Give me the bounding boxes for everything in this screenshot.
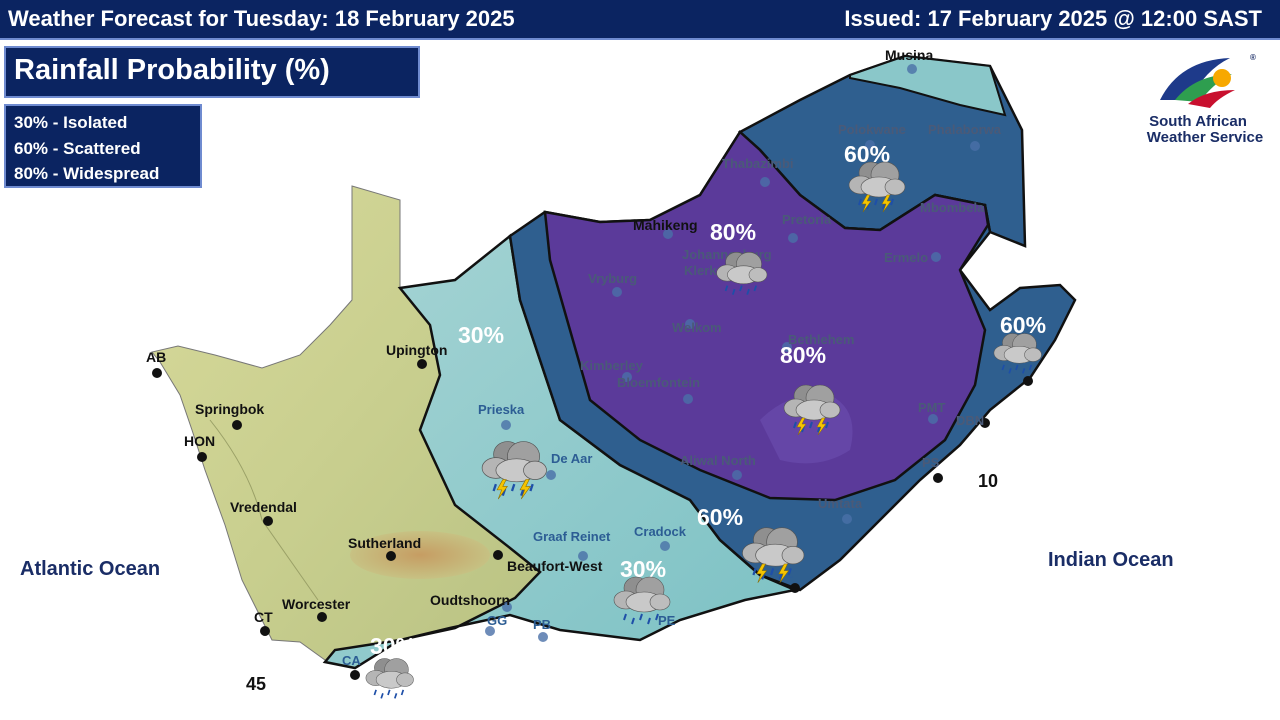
pct-south-coast: 30% xyxy=(370,633,416,659)
pct-free-state: 80% xyxy=(780,342,826,368)
logo-line1: South African xyxy=(1149,113,1247,130)
town-bethlehem: Bethlehem xyxy=(788,332,854,347)
town-pmt: PMT xyxy=(918,400,946,415)
forecast-title: Weather Forecast for Tuesday: 18 Februar… xyxy=(8,6,515,31)
karoo-highland xyxy=(350,531,490,579)
town-oudtshoorn: Oudtshoorn xyxy=(430,592,510,608)
town-ca: CA xyxy=(342,653,361,668)
town-mahikeng: Mahikeng xyxy=(633,217,698,233)
town-de-aar: De Aar xyxy=(551,451,592,466)
town-ps: PS xyxy=(922,455,940,470)
town-gg: GG xyxy=(487,613,507,628)
legend-isolated: 30% - Isolated xyxy=(14,113,128,132)
town-springbok: Springbok xyxy=(195,401,264,417)
legend-scattered: 60% - Scattered xyxy=(14,138,141,158)
town-hon: HON xyxy=(184,433,215,449)
rain-icon-gauteng xyxy=(716,252,768,295)
number-10: 10 xyxy=(978,471,998,491)
pct-karoo: 30% xyxy=(620,556,666,582)
town-ermelo: Ermelo xyxy=(884,250,928,265)
town-markers xyxy=(152,359,1033,680)
town-phalaborwa: Phalaborwa xyxy=(928,122,1002,137)
town-aliwal-north: Aliwal North xyxy=(680,453,756,468)
pct-gauteng: 80% xyxy=(710,219,756,245)
town-worcester: Worcester xyxy=(282,596,351,612)
thunderstorm-icon-northern-cape xyxy=(481,441,547,500)
town-kimberley: Kimberley xyxy=(580,358,644,373)
town-beaufort-west: Beaufort-West xyxy=(507,558,603,574)
river-line xyxy=(209,419,319,601)
faint-town-markers xyxy=(485,64,980,642)
town-pb: PB xyxy=(533,617,551,632)
pct-eastern-cape: 60% xyxy=(697,504,743,530)
region-30-musina xyxy=(849,54,1007,117)
map-title: Rainfall Probability (%) xyxy=(14,54,330,86)
town-welkom: Welkom xyxy=(672,320,722,335)
thunderstorm-icon-eastern-cape xyxy=(742,527,805,583)
indian-ocean-label: Indian Ocean xyxy=(1048,549,1174,571)
town-prieska: Prieska xyxy=(478,402,525,417)
town-cradock: Cradock xyxy=(634,524,687,539)
town-musina: Musina xyxy=(885,47,933,63)
legend-widespread: 80% - Widespread xyxy=(14,164,160,183)
thunderstorm-icon-free-state xyxy=(783,384,841,436)
atlantic-ocean-label: Atlantic Ocean xyxy=(20,558,160,580)
number-45: 45 xyxy=(246,674,266,694)
town-mbombela: Mbombela xyxy=(920,200,985,215)
region-80-central xyxy=(543,130,990,502)
town-bloemfontein: Bloemfontein xyxy=(617,375,700,390)
town-dbn: DBN xyxy=(956,413,984,428)
header-bar: Weather Forecast for Tuesday: 18 Februar… xyxy=(0,0,1280,40)
town-sutherland: Sutherland xyxy=(348,535,421,551)
pct-northern-cape: 30% xyxy=(458,322,504,348)
town-pretoria: Pretoria xyxy=(782,212,832,227)
town-vryburg: Vryburg xyxy=(588,271,637,286)
legend-box: 30% - Isolated 60% - Scattered 80% - Wid… xyxy=(4,104,202,188)
rain-icon-kzn xyxy=(993,333,1042,374)
map-title-box: Rainfall Probability (%) xyxy=(4,46,420,98)
town-ab: AB xyxy=(146,349,166,365)
town-vredendal: Vredendal xyxy=(230,499,297,515)
town-upington: Upington xyxy=(386,342,447,358)
registered-mark: ® xyxy=(1250,53,1256,62)
town-pe: PE xyxy=(658,613,676,628)
rain-icon-karoo xyxy=(613,576,671,625)
rain-icon-south-coast xyxy=(365,658,414,699)
town-umtata: Umtata xyxy=(818,496,863,511)
logo-line2: Weather Service xyxy=(1147,129,1263,146)
town-ct: CT xyxy=(254,609,273,625)
town-thabazimbi: Thabazimbi xyxy=(722,156,794,171)
thunderstorm-icon-limpopo xyxy=(848,161,906,213)
town-polokwane: Polokwane xyxy=(838,122,906,137)
town-graaf-reinet: Graaf Reinet xyxy=(533,529,611,544)
issued-time: Issued: 17 February 2025 @ 12:00 SAST xyxy=(844,6,1262,31)
saws-logo: ® South African Weather Service xyxy=(1147,53,1263,146)
